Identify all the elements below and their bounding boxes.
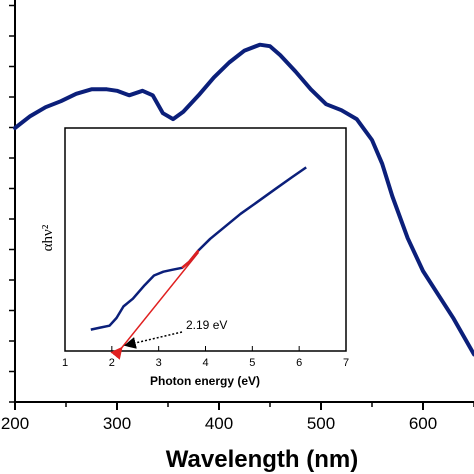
main-x-tick-label: 400 bbox=[205, 414, 233, 433]
inset-x-tick-label: 2 bbox=[109, 357, 115, 369]
inset-tangent-line bbox=[110, 251, 200, 360]
main-x-tick-label: 300 bbox=[103, 414, 131, 433]
main-x-tick-label: 600 bbox=[409, 414, 437, 433]
inset-x-tick-label: 3 bbox=[156, 357, 162, 369]
inset-x-tick-label: 6 bbox=[296, 357, 302, 369]
inset-chart: 1 2 3 4 5 6 7 2.19 eV Photon energy (eV) αhν² bbox=[40, 127, 349, 388]
main-x-tick-label: 500 bbox=[307, 414, 335, 433]
main-series-line bbox=[13, 42, 474, 357]
inset-series-line bbox=[90, 166, 307, 331]
inset-x-tick-label: 4 bbox=[202, 357, 208, 369]
inset-x-tick-label: 7 bbox=[343, 357, 349, 369]
inset-x-tick-label: 1 bbox=[62, 357, 68, 369]
inset-fit-segment bbox=[181, 249, 200, 269]
inset-frame bbox=[64, 127, 347, 352]
inset-annotation-arrow bbox=[123, 331, 183, 349]
inset-annotation-label: 2.19 eV bbox=[186, 318, 227, 332]
inset-x-tick-label: 5 bbox=[249, 357, 255, 369]
main-x-axis-title: Wavelength (nm) bbox=[166, 446, 358, 473]
inset-y-axis-title: αhν² bbox=[40, 224, 56, 251]
inset-x-axis-title: Photon energy (eV) bbox=[150, 374, 260, 388]
main-x-tick-label: 200 bbox=[1, 414, 29, 433]
